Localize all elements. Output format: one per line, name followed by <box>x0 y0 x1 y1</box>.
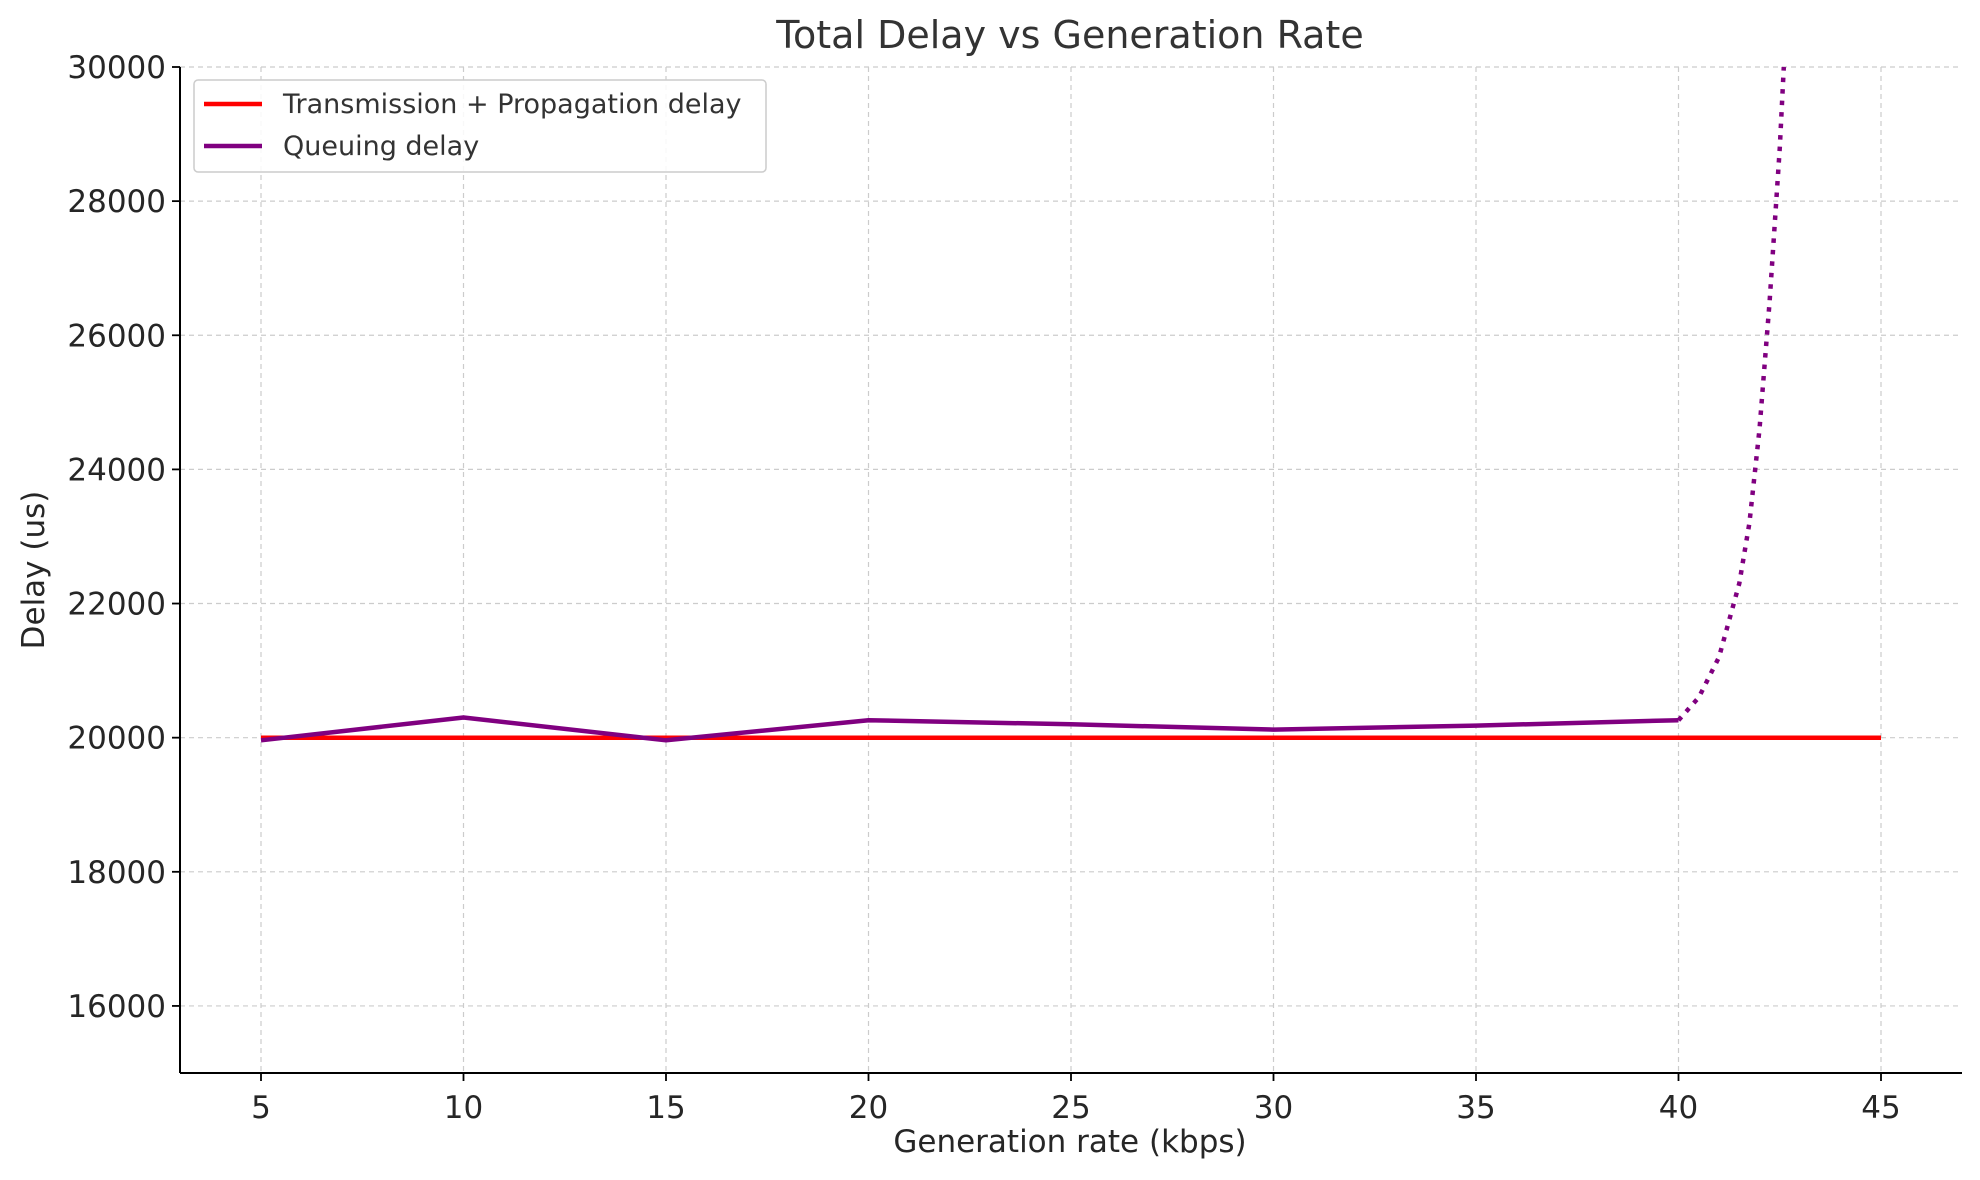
y-tick-label: 28000 <box>67 184 166 220</box>
chart-title: Total Delay vs Generation Rate <box>775 13 1363 57</box>
series-line-1 <box>260 715 1679 743</box>
y-tick-label: 16000 <box>67 989 166 1025</box>
x-axis-title: Generation rate (kbps) <box>893 1124 1246 1160</box>
plot-series <box>260 66 1881 743</box>
y-tick-label: 24000 <box>67 452 166 488</box>
grid <box>180 66 1962 1073</box>
x-tick-label: 35 <box>1456 1090 1495 1126</box>
y-tick-label: 18000 <box>67 855 166 891</box>
x-tick-label: 45 <box>1861 1090 1900 1126</box>
y-tick-label: 20000 <box>67 721 166 757</box>
x-tick-label: 30 <box>1254 1090 1293 1126</box>
x-tick-label: 5 <box>251 1090 271 1126</box>
y-tick-label: 30000 <box>67 50 166 86</box>
y-tick-label: 26000 <box>67 318 166 354</box>
legend-label-queuing: Queuing delay <box>283 131 479 162</box>
axes <box>172 66 1962 1081</box>
y-tick-label: 22000 <box>67 587 166 623</box>
legend: Transmission + Propagation delay Queuing… <box>193 79 767 173</box>
legend-box <box>193 79 767 173</box>
y-axis-title: Delay (us) <box>16 491 52 650</box>
x-tick-label: 10 <box>444 1090 483 1126</box>
x-tick-label: 20 <box>849 1090 888 1126</box>
tick-labels: 5 10 15 20 25 30 35 40 45 16000 18000 20000 22000 240… <box>67 50 1900 1126</box>
series-line-2 <box>1676 66 1787 722</box>
x-tick-label: 40 <box>1659 1090 1698 1126</box>
x-tick-label: 15 <box>646 1090 685 1126</box>
x-tick-label: 25 <box>1051 1090 1090 1126</box>
legend-label-transmission: Transmission + Propagation delay <box>282 89 742 120</box>
